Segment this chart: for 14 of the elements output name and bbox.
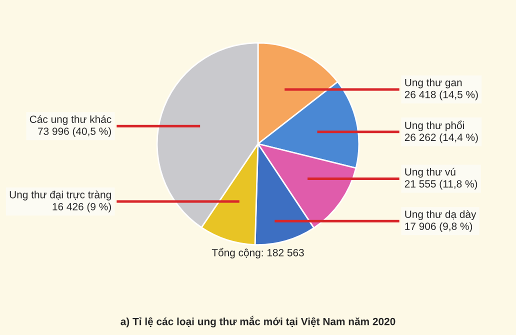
slice-label: Ung thư phổi	[405, 120, 464, 132]
data-label: 26 418 (14,5 %)	[404, 90, 478, 100]
text: a) Tỉ lệ các loại ung thư mắc mới tại Việt Nam năm 2020	[120, 316, 396, 328]
slice-label: Các ung thư khác	[30, 115, 112, 126]
data-label: 16 426 (9 %)	[52, 202, 111, 212]
data-label: 21 555 (11,8 %)	[404, 180, 478, 190]
slice-label: Ung thư vú	[405, 168, 456, 178]
slice-label: Ung thư dạ dày	[405, 210, 476, 220]
data-label: 17 906 (9,8 %)	[405, 222, 472, 232]
slice-label: Ung thư đại trực tràng	[10, 190, 111, 200]
text: Tổng cộng: 182 563	[212, 248, 304, 258]
slice-label: Ung thư gan	[405, 78, 462, 88]
data-label: 73 996 (40,5 %)	[38, 127, 111, 138]
data-label: 26 262 (14,4 %)	[404, 133, 478, 144]
